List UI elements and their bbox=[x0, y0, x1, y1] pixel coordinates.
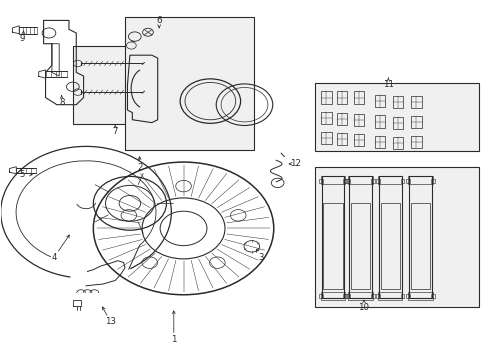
Bar bbox=[318, 179, 322, 183]
Bar bbox=[315, 167, 478, 307]
Bar bbox=[346, 179, 349, 183]
Bar bbox=[321, 176, 344, 298]
Bar bbox=[400, 179, 404, 183]
Bar bbox=[377, 176, 402, 184]
Bar bbox=[370, 294, 374, 298]
Text: 4: 4 bbox=[51, 253, 57, 262]
Bar bbox=[347, 176, 372, 184]
Bar bbox=[392, 117, 403, 129]
Bar bbox=[410, 96, 421, 108]
Bar bbox=[408, 176, 431, 298]
Bar bbox=[374, 95, 385, 107]
Bar bbox=[343, 179, 346, 183]
Bar bbox=[347, 292, 372, 300]
Bar bbox=[353, 114, 364, 126]
Text: 13: 13 bbox=[105, 317, 116, 326]
Text: 3: 3 bbox=[258, 253, 264, 262]
Text: 2: 2 bbox=[137, 163, 142, 172]
Text: 11: 11 bbox=[382, 81, 393, 90]
Bar bbox=[400, 294, 404, 298]
Bar bbox=[410, 203, 429, 289]
Bar bbox=[375, 294, 379, 298]
Bar bbox=[370, 179, 374, 183]
Bar bbox=[374, 116, 385, 128]
Bar bbox=[392, 136, 403, 149]
Bar bbox=[321, 91, 331, 104]
Bar bbox=[392, 96, 403, 108]
Bar bbox=[348, 176, 371, 298]
Bar bbox=[410, 136, 421, 148]
Bar bbox=[323, 203, 342, 289]
Bar bbox=[336, 91, 346, 104]
Text: 1: 1 bbox=[171, 335, 176, 344]
Bar bbox=[407, 176, 432, 184]
Bar bbox=[125, 17, 254, 149]
Text: 12: 12 bbox=[289, 159, 301, 168]
Bar bbox=[350, 203, 369, 289]
Bar bbox=[318, 294, 322, 298]
Text: 5: 5 bbox=[20, 170, 25, 179]
Bar bbox=[353, 134, 364, 146]
Bar bbox=[406, 294, 409, 298]
Text: 6: 6 bbox=[156, 16, 162, 25]
Bar bbox=[73, 45, 148, 125]
Bar bbox=[380, 203, 399, 289]
Bar bbox=[320, 176, 345, 184]
Bar bbox=[336, 133, 346, 145]
Bar bbox=[346, 294, 349, 298]
Bar bbox=[430, 294, 434, 298]
Bar bbox=[406, 179, 409, 183]
Bar bbox=[430, 179, 434, 183]
Bar bbox=[336, 113, 346, 125]
Bar bbox=[321, 132, 331, 144]
Bar bbox=[343, 294, 346, 298]
Bar bbox=[315, 83, 478, 151]
Text: 8: 8 bbox=[59, 98, 64, 107]
Bar bbox=[378, 176, 401, 298]
Text: 7: 7 bbox=[112, 127, 118, 136]
Bar bbox=[375, 179, 379, 183]
Bar bbox=[377, 292, 402, 300]
Bar bbox=[374, 135, 385, 148]
Bar bbox=[320, 292, 345, 300]
Bar bbox=[321, 112, 331, 125]
Bar bbox=[407, 292, 432, 300]
Text: 9: 9 bbox=[20, 34, 25, 43]
Text: 10: 10 bbox=[358, 303, 369, 312]
Bar bbox=[410, 116, 421, 128]
Bar bbox=[353, 91, 364, 104]
